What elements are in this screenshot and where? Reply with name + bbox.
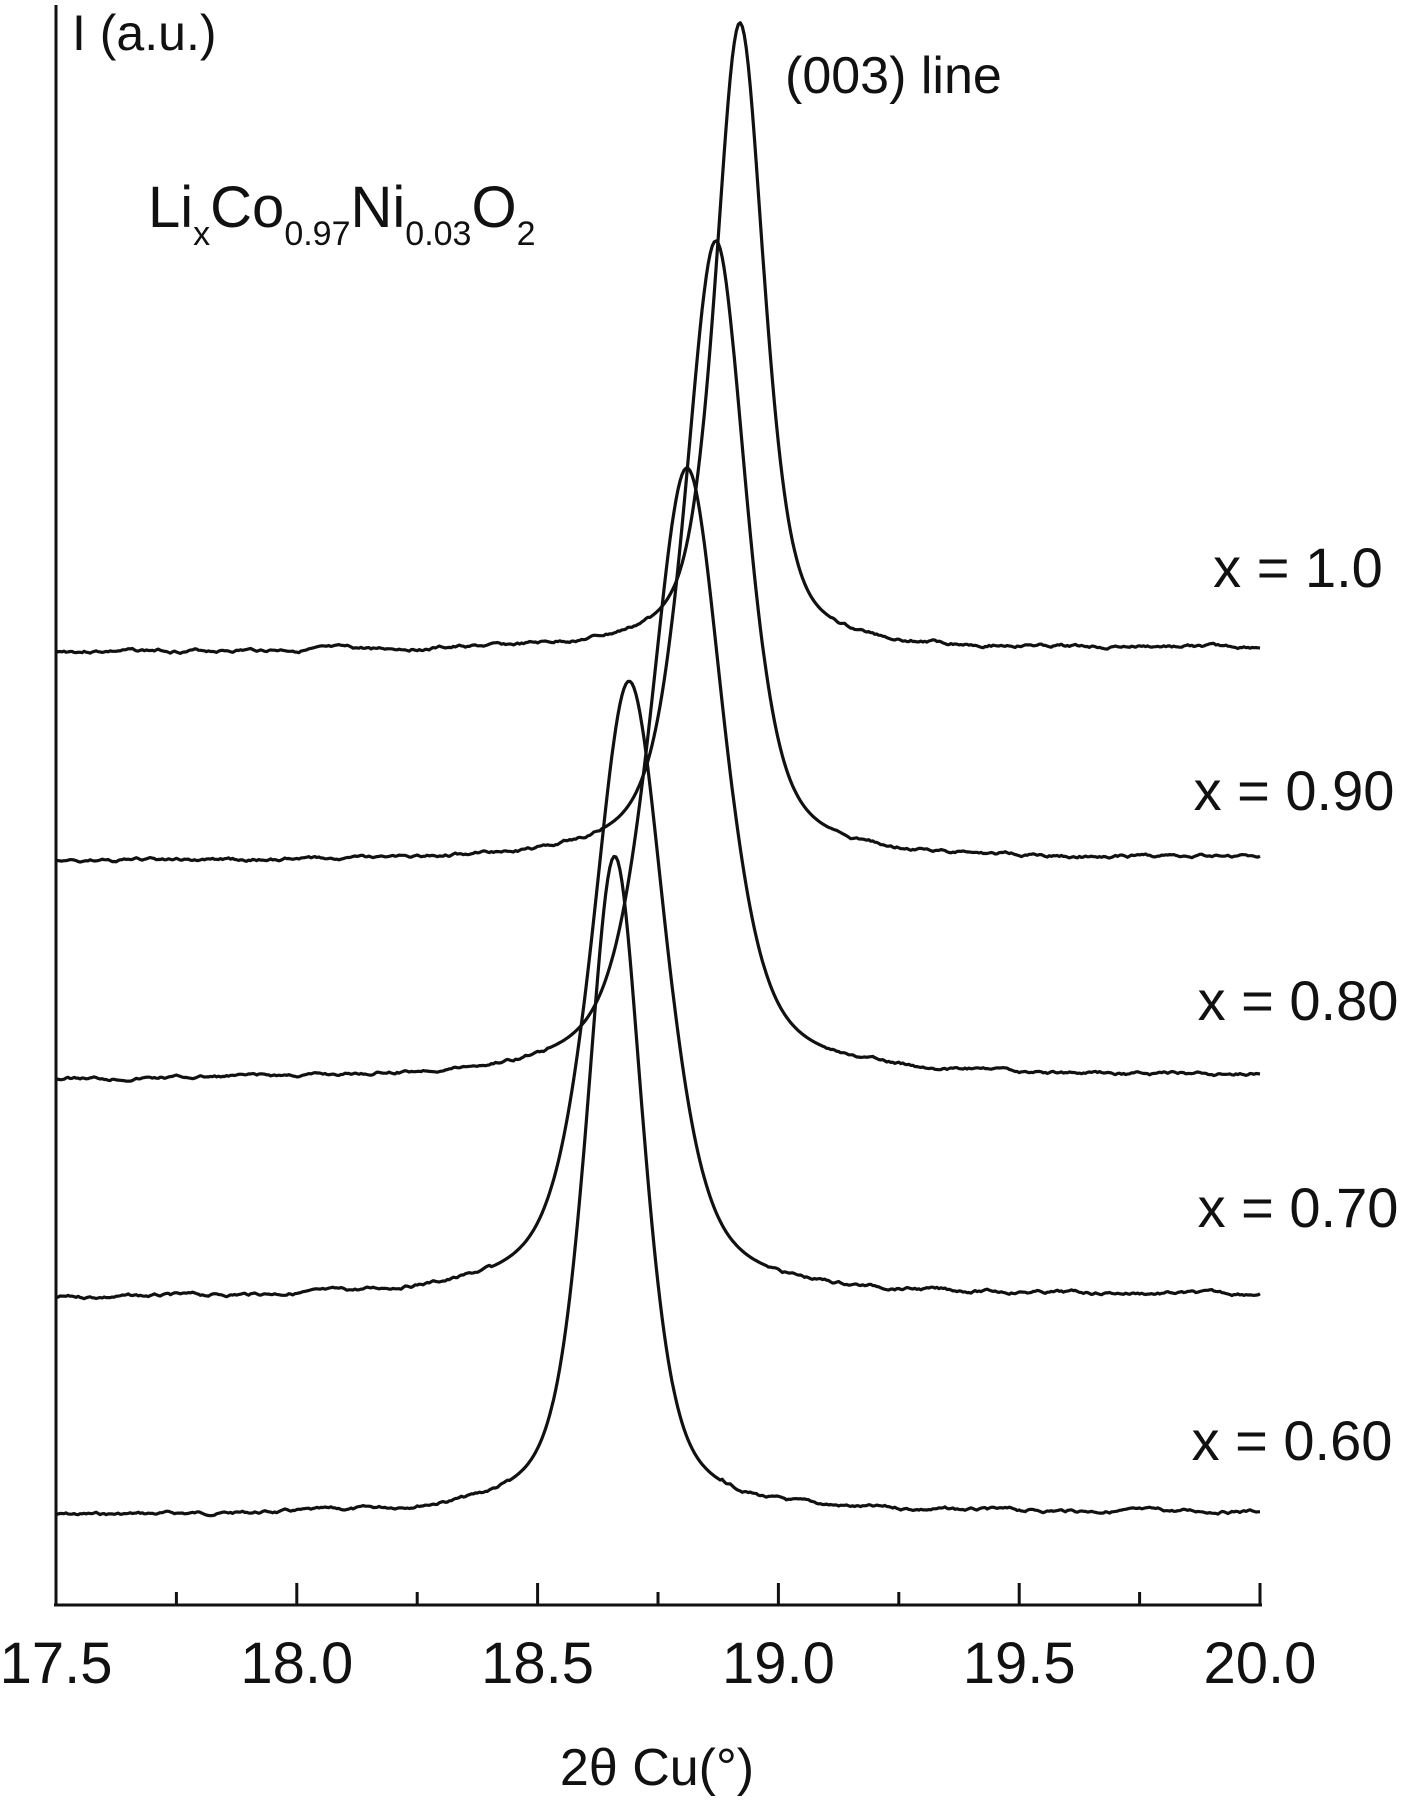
series-label: x = 1.0 bbox=[1213, 536, 1383, 599]
series-label: x = 0.70 bbox=[1198, 1176, 1399, 1239]
x-tick-label: 19.5 bbox=[963, 1631, 1076, 1696]
x-tick-label: 20.0 bbox=[1204, 1631, 1317, 1696]
x-tick-label: 18.0 bbox=[240, 1631, 353, 1696]
xrd-trace bbox=[55, 466, 1261, 1083]
x-axis-ticks bbox=[54, 1583, 1262, 1605]
reflection-annotation: (003) line bbox=[785, 47, 1002, 105]
x-axis-label: 2θ Cu(°) bbox=[560, 1739, 754, 1797]
x-axis-tick-labels: 17.5 18.0 18.5 19.0 19.5 20.0 bbox=[0, 1631, 1316, 1696]
x-tick-label: 17.5 bbox=[0, 1631, 112, 1696]
compound-formula: LixCo0.97Ni0.03O2 bbox=[148, 175, 536, 253]
x-tick-label: 19.0 bbox=[722, 1631, 835, 1696]
series-label: x = 0.90 bbox=[1194, 759, 1395, 822]
series-label: x = 0.60 bbox=[1192, 1409, 1393, 1472]
x-tick-label: 18.5 bbox=[481, 1631, 594, 1696]
series-label: x = 0.80 bbox=[1198, 969, 1399, 1032]
xrd-trace bbox=[55, 854, 1260, 1518]
xrd-trace bbox=[55, 679, 1261, 1301]
xrd-trace bbox=[55, 239, 1261, 864]
series-labels: x = 1.0 x = 0.90 x = 0.80 x = 0.70 x = 0.60 bbox=[1192, 536, 1399, 1472]
y-axis-label: I (a.u.) bbox=[72, 5, 216, 61]
traces bbox=[55, 21, 1261, 1518]
axes bbox=[54, 5, 1262, 1607]
xrd-trace bbox=[55, 21, 1261, 655]
